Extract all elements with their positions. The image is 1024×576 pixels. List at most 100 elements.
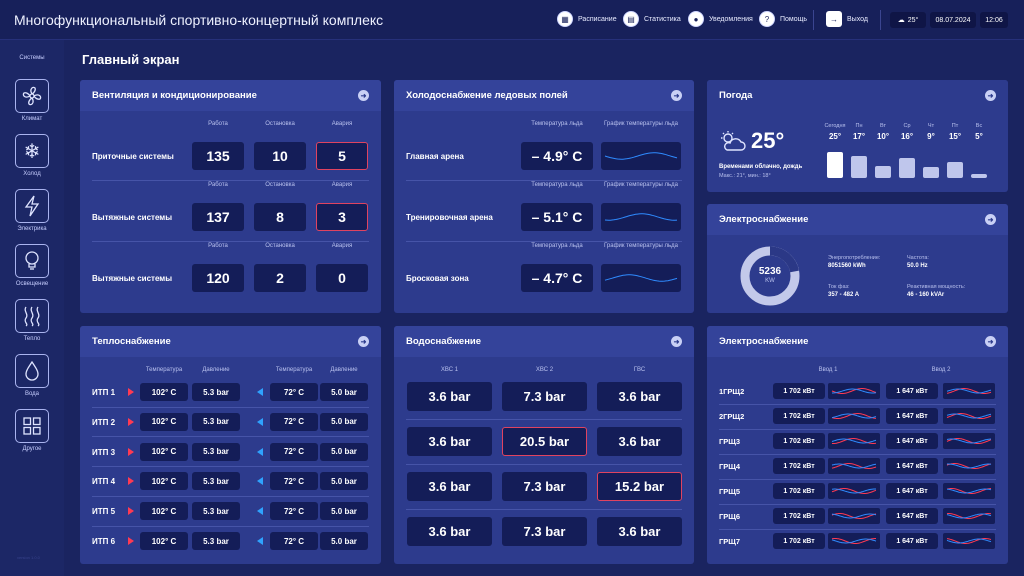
arrow-right-icon[interactable]: ➜ — [358, 336, 369, 347]
sidebar-label-climate: Климат — [21, 116, 43, 122]
row-divider — [719, 453, 996, 455]
forecast-temp: 9° — [927, 132, 935, 141]
heat-col-label: Температура — [145, 367, 183, 373]
row-divider — [719, 403, 996, 405]
water-card: Водоснабжение ➜ ХВС 1 ХВС 2 ГВС 3.6 bar 7.3 … — [394, 326, 694, 564]
row-divider — [719, 503, 996, 505]
ventilation-col-label: Авария — [331, 182, 353, 188]
sidebar-item-cold[interactable]: ❄ Холод — [15, 134, 49, 177]
supply-temp-value: 102° C — [140, 442, 188, 461]
arrow-right-icon[interactable]: ➜ — [671, 90, 682, 101]
snowflake-icon: ❄ — [15, 134, 49, 168]
ventilation-col-label: Остановка — [265, 182, 295, 188]
weather-chip[interactable]: ☁ 25° — [890, 12, 926, 28]
forecast-bar — [971, 174, 987, 178]
weather-desc: Временами облачно, дождь — [719, 164, 803, 170]
sidebar-item-other[interactable]: Другое — [15, 409, 49, 452]
return-pressure-value: 5.0 bar — [320, 472, 368, 491]
power-inputs-card-title: Электроснабжение — [719, 336, 809, 347]
input2-sparkline — [943, 383, 995, 399]
fan-icon — [15, 79, 49, 113]
input1-sparkline — [828, 408, 880, 424]
ventilation-value-box: 3 — [316, 203, 368, 231]
forecast-day: Пт — [951, 123, 959, 129]
row-divider — [719, 428, 996, 430]
logout-icon: → — [826, 11, 842, 27]
arrow-right-icon[interactable]: ➜ — [985, 336, 996, 347]
return-temp-value: 72° C — [270, 412, 318, 431]
nav-schedule[interactable]: ▦ Расписание — [557, 11, 617, 27]
sidebar-item-water[interactable]: Вода — [15, 354, 49, 397]
forecast-bar — [851, 155, 867, 178]
ventilation-value-box: 120 — [192, 264, 244, 292]
nav-notifications[interactable]: ● Уведомления — [688, 11, 753, 27]
ventilation-col-label: Авария — [331, 121, 353, 127]
ventilation-col-label: Остановка — [265, 121, 295, 127]
sidebar-label-electric: Электрика — [17, 226, 47, 232]
supply-temp-value: 102° C — [140, 472, 188, 491]
water-card-header: Водоснабжение ➜ — [394, 326, 694, 357]
forecast-bar — [947, 162, 963, 178]
input2-sparkline — [943, 458, 995, 474]
power-input-row-name: ГРЩ6 — [719, 512, 741, 521]
weather-temp: 25° — [751, 128, 785, 153]
nav-logout[interactable]: → Выход — [826, 11, 868, 27]
sidebar-item-heat[interactable]: Тепло — [15, 299, 49, 342]
sidebar-item-electric[interactable]: Электрика — [15, 189, 49, 232]
heat-card-title: Теплоснабжение — [92, 336, 171, 347]
input2-sparkline — [943, 433, 995, 449]
power-input-row-name: ГРЩ4 — [719, 462, 741, 471]
arrow-right-icon[interactable]: ➜ — [671, 336, 682, 347]
weather-chip-icon: ☁ — [897, 17, 905, 24]
sidebar-item-climate[interactable]: Климат — [15, 79, 49, 122]
water-pressure-value: 3.6 bar — [597, 427, 682, 456]
forecast-temp: 25° — [828, 132, 842, 141]
supply-arrow-icon — [128, 507, 134, 516]
forecast-day: Пн — [855, 123, 863, 129]
heat-row-name: ИТП 5 — [92, 507, 116, 517]
input1-sparkline — [828, 383, 880, 399]
power-inputs-card: Электроснабжение ➜ Ввод 1 Ввод 2 1ГРЩ2 1 70… — [707, 326, 1008, 564]
arrow-right-icon[interactable]: ➜ — [358, 90, 369, 101]
power-unit: KW — [765, 278, 775, 284]
cold-row-name: Бросковая зона — [406, 274, 469, 283]
row-divider — [92, 406, 369, 408]
supply-arrow-icon — [128, 477, 134, 486]
nav-schedule-label: Расписание — [578, 15, 617, 23]
supply-temp-value: 102° C — [140, 502, 188, 521]
water-pressure-value: 15.2 bar — [597, 472, 682, 501]
row-divider — [719, 528, 996, 530]
ventilation-value-box: 5 — [316, 142, 368, 170]
water-pressure-value: 7.3 bar — [502, 382, 587, 411]
water-pressure-value: 3.6 bar — [407, 382, 492, 411]
nav-help[interactable]: ? Помощь — [759, 11, 807, 27]
ventilation-value-box: 10 — [254, 142, 306, 170]
drop-icon — [15, 354, 49, 388]
arrow-right-icon[interactable]: ➜ — [985, 214, 996, 225]
input2-sparkline — [943, 508, 995, 524]
water-pressure-value: 7.3 bar — [502, 472, 587, 501]
heat-row-name: ИТП 6 — [92, 537, 116, 546]
power-input-col-label: Ввод 1 — [818, 367, 838, 373]
nav-statistics-label: Статистика — [644, 15, 681, 23]
page-title: Главный экран — [82, 52, 180, 67]
date-chip: 08.07.2024 — [930, 12, 976, 28]
arrow-right-icon[interactable]: ➜ — [985, 90, 996, 101]
heat-row-name: ИТП 4 — [92, 477, 116, 487]
row-divider — [719, 478, 996, 480]
power-card: Электроснабжение ➜ 5236 KW Энергопотребл… — [707, 204, 1008, 313]
nav-statistics[interactable]: ▤ Статистика — [623, 11, 681, 27]
supply-temp-value: 102° C — [140, 383, 188, 401]
nav-divider — [813, 10, 814, 30]
sidebar-item-lighting[interactable]: Освещение — [15, 244, 49, 287]
ventilation-row-name: Приточные системы — [92, 152, 174, 161]
ventilation-row-name: Вытяжные системы — [92, 274, 173, 283]
heat-card-header: Теплоснабжение ➜ — [80, 326, 381, 357]
nav-help-label: Помощь — [780, 15, 808, 23]
row-divider — [92, 525, 369, 527]
forecast-bar — [827, 152, 843, 178]
ventilation-col-label: Работа — [208, 121, 228, 127]
power-gauge — [740, 246, 800, 306]
cold-col-label: Температура льда — [531, 182, 583, 188]
water-pressure-value: 3.6 bar — [597, 517, 682, 546]
